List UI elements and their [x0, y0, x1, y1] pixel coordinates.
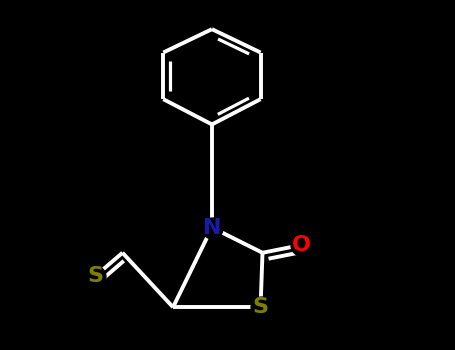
Text: O: O [292, 235, 311, 255]
Text: S: S [87, 266, 103, 286]
Text: S: S [253, 297, 268, 317]
Text: N: N [202, 217, 221, 238]
